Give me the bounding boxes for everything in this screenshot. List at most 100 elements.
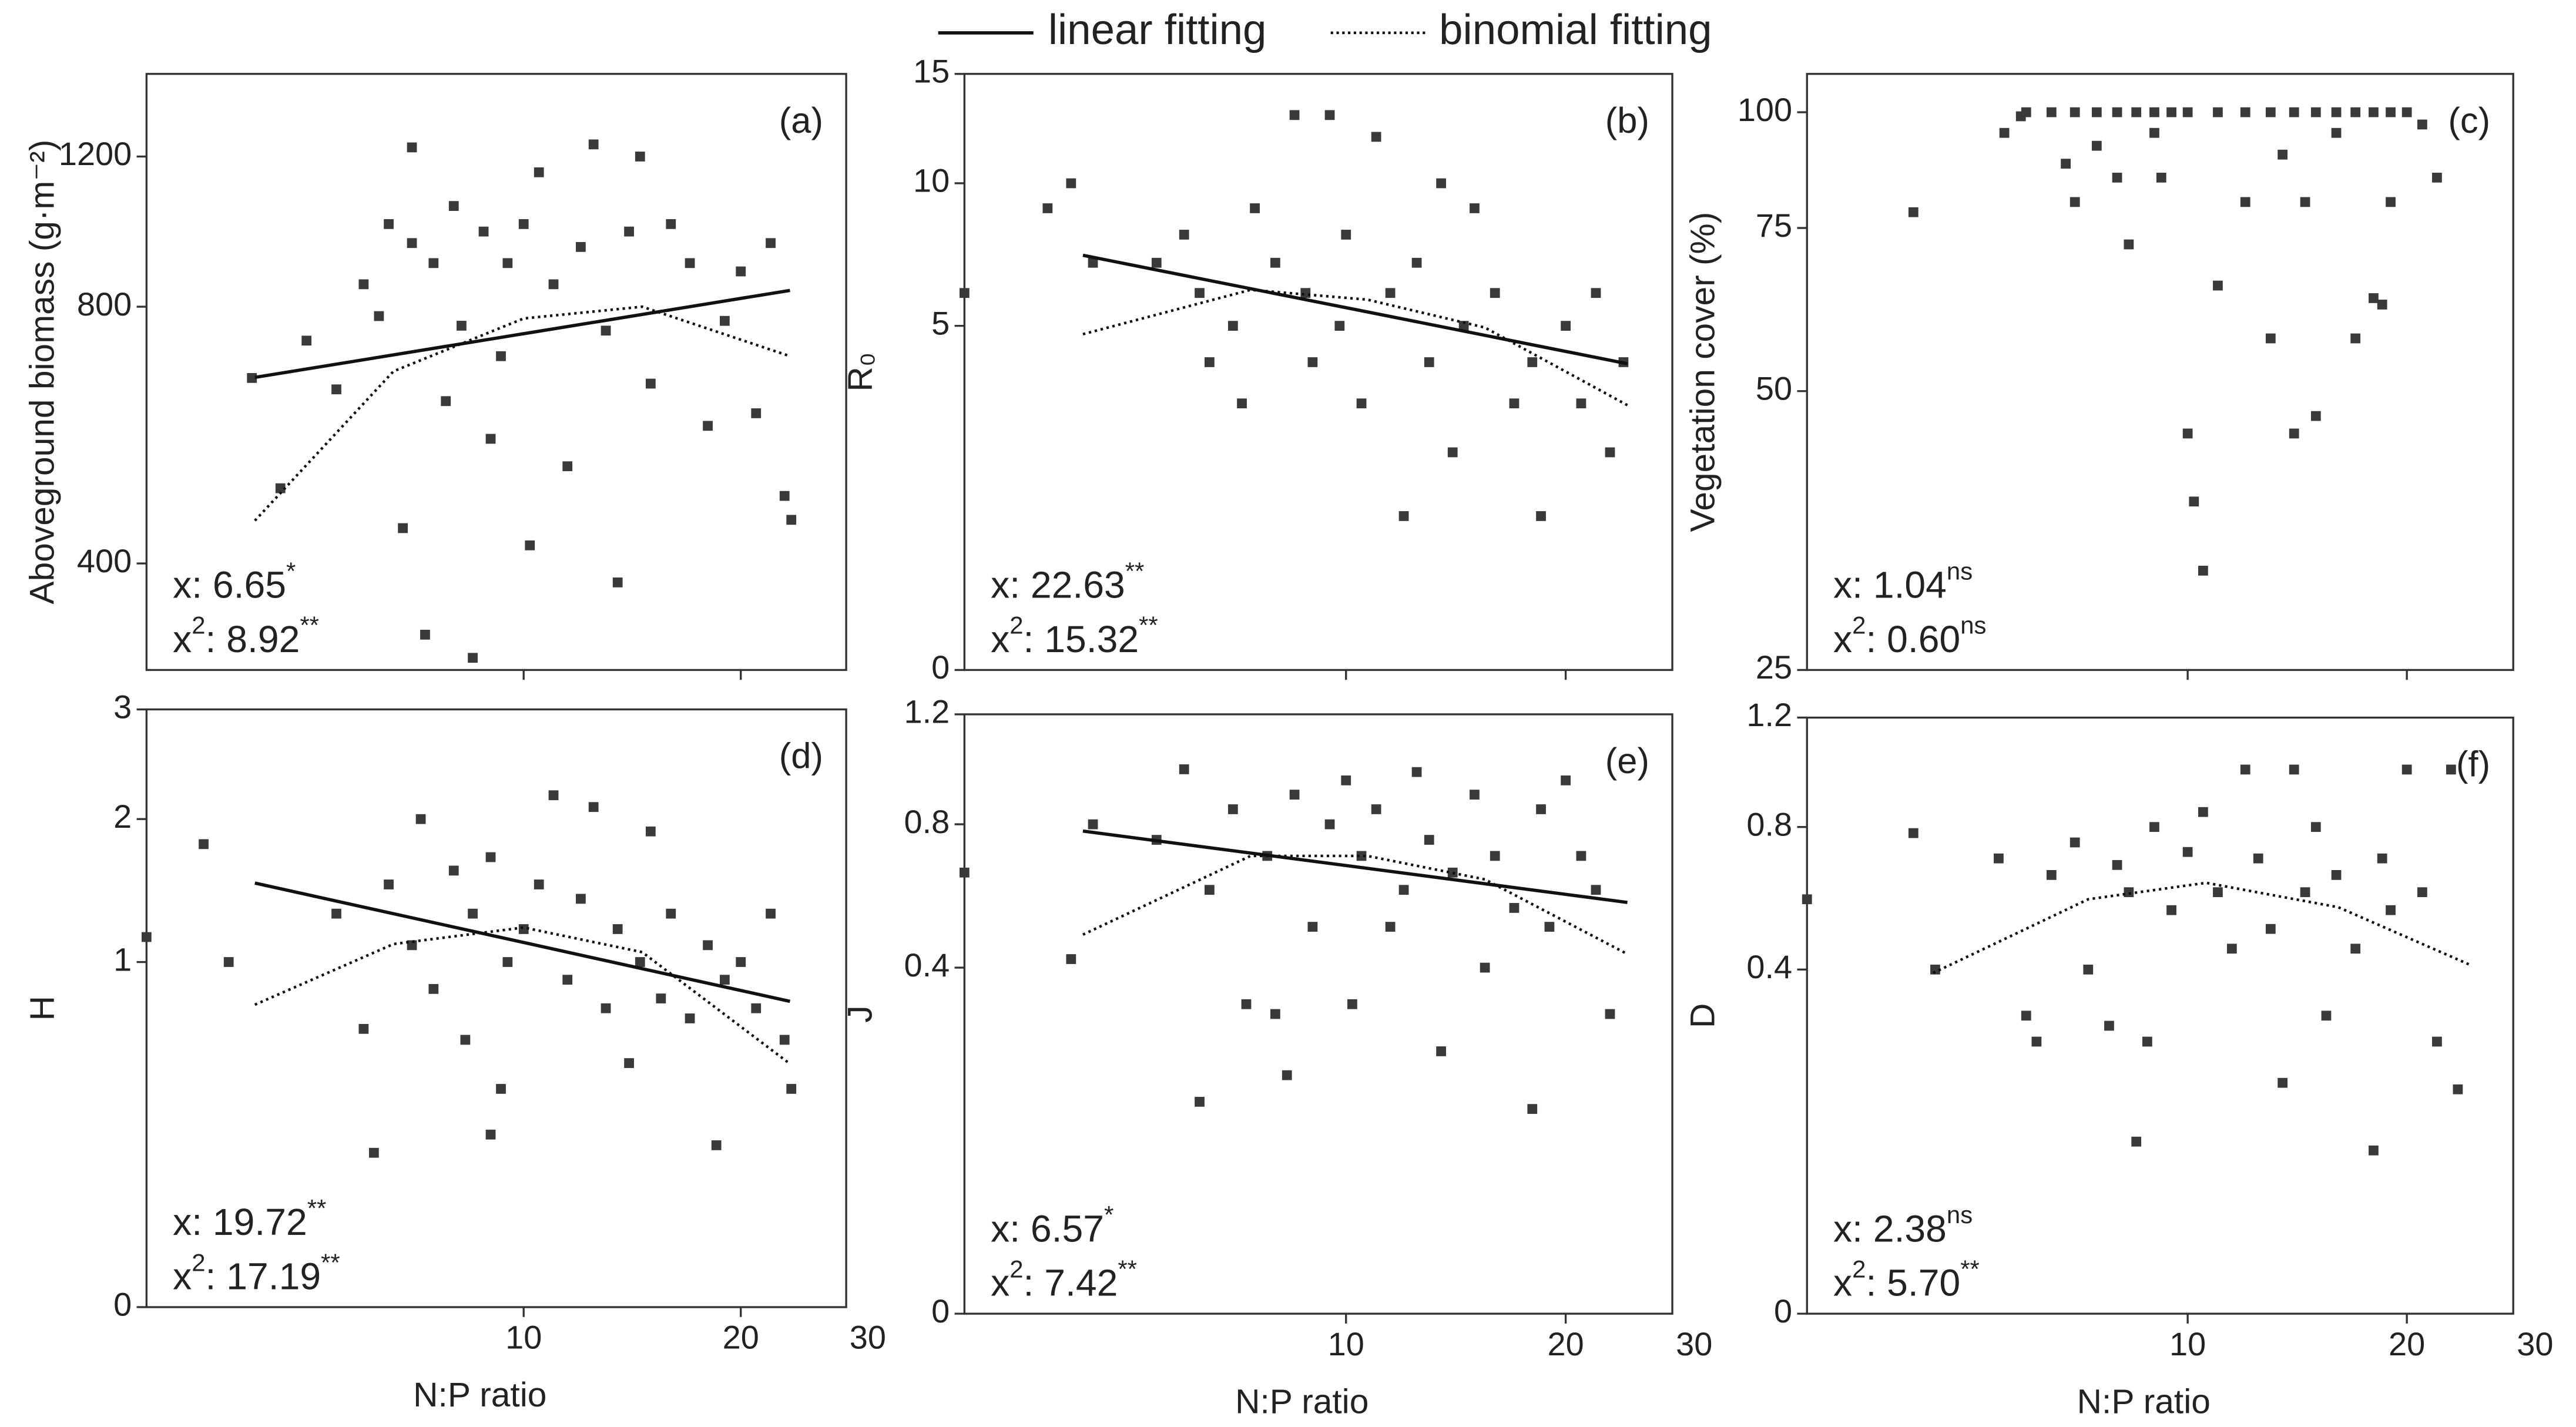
data-point [959,288,970,298]
data-point [384,879,394,889]
data-point [645,826,656,837]
data-point [1908,828,1918,838]
data-point [502,957,513,967]
data-point [502,258,513,268]
data-point [1480,962,1490,973]
fit-statistic: x2: 5.70** [1833,1255,1980,1304]
fit-statistic: x: 22.63** [991,558,1144,606]
data-point [1536,511,1546,521]
data-point [2124,239,2134,250]
data-point [2377,300,2387,310]
stat-text: x: 19.72 [173,1201,307,1243]
data-point [1561,775,1571,785]
data-point [1447,447,1458,458]
data-point [2069,107,2080,117]
data-point [601,325,611,336]
superscript: ** [1139,612,1158,639]
stat-text: x [991,618,1009,660]
data-point [1227,804,1238,814]
linear-fit-line [254,881,791,1003]
data-point [1447,867,1458,878]
data-point [703,421,713,431]
data-point [2149,822,2159,832]
data-point [415,814,426,824]
x-tick-label: 10 [2169,1325,2206,1362]
data-point [496,1084,506,1094]
data-point [1470,203,1480,213]
data-point [2112,172,2122,183]
data-point [1341,230,1351,240]
plot-frame [1806,73,2514,671]
data-point [1999,127,2010,138]
data-point [1436,178,1446,189]
data-point [2278,149,2288,160]
data-point [1605,1009,1615,1019]
data-point [275,483,286,493]
data-point [2189,496,2199,507]
legend-label: binomial fitting [1439,6,1712,53]
superscript: ns [1947,558,1973,585]
data-point [2278,1077,2288,1088]
superscript: ** [307,1194,327,1222]
data-point [736,266,746,277]
data-point [2446,764,2456,775]
data-point [223,957,234,967]
data-point [1270,257,1280,268]
y-tick-label: 10 [913,162,950,199]
data-point [2069,837,2080,848]
data-point [2300,197,2310,207]
data-point [751,408,762,418]
data-point [1527,1104,1538,1114]
data-point [2112,859,2122,870]
data-point [2401,107,2412,117]
data-point [779,1035,790,1045]
superscript: 2 [1852,1255,1866,1283]
x-tick-label: 20 [1548,1325,1584,1362]
data-point [1994,853,2004,864]
data-point [1066,178,1076,189]
superscript: * [1104,1201,1113,1228]
plot-frame [1806,716,2514,1315]
data-point [645,378,656,389]
data-point [301,335,312,346]
y-tick-label: 0.8 [904,803,950,840]
data-point [2198,565,2208,576]
data-point [1561,321,1571,331]
data-point [1536,804,1546,814]
data-point [624,226,634,237]
data-point [1371,804,1381,814]
data-point [562,461,573,472]
data-point [478,226,489,237]
data-point [1282,1070,1292,1080]
data-point [2213,107,2223,117]
data-point [485,852,496,862]
data-point [2240,764,2250,775]
fit-statistic: x: 1.04ns [1833,558,1973,606]
data-point [2182,428,2193,439]
data-point [719,975,730,985]
x-axis-label: N:P ratio [413,1376,546,1414]
stat-text: x [1833,1262,1852,1304]
superscript: ** [1125,558,1145,585]
data-point [457,321,467,331]
data-point [1241,999,1252,1009]
x-tick-label: 30 [2517,1325,2553,1362]
binomial-fit-line [254,305,791,522]
data-point [2321,1010,2332,1021]
x-axis-label: N:P ratio [1235,1382,1368,1421]
data-point [624,1058,634,1068]
y-axis-label: Aboveground biomass (g·m⁻²) [24,140,62,605]
panel-label: (e) [1605,741,1649,781]
stat-text: : 17.19 [206,1255,321,1297]
data-point [786,515,797,525]
data-point [1605,447,1615,458]
data-point [2182,107,2193,117]
panel: 0 0.4 0.8 1.2 10 20 30 D N:P ratio (f) x: 2.38ns x2… [1683,696,2553,1421]
data-point [1324,110,1335,120]
data-point [2369,107,2379,117]
x-tick-label: 30 [850,1319,886,1356]
fit-statistic: x: 6.57* [991,1201,1113,1250]
superscript: ** [321,1248,340,1276]
